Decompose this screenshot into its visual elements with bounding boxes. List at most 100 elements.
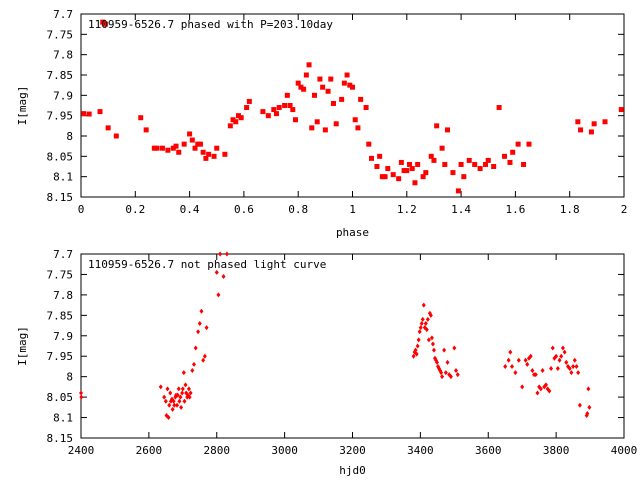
data-point <box>431 157 437 163</box>
data-point <box>533 372 538 378</box>
data-point <box>159 145 165 151</box>
data-point <box>195 141 201 147</box>
data-point <box>496 105 502 111</box>
data-point <box>311 92 317 98</box>
y-tick-label: 8 <box>66 130 73 143</box>
data-point <box>138 115 144 121</box>
data-point <box>513 370 518 376</box>
data-point <box>290 107 296 113</box>
data-point <box>420 316 425 322</box>
data-point <box>235 113 241 119</box>
data-point <box>301 86 307 92</box>
x-tick-label: 1 <box>349 203 356 216</box>
data-point <box>190 368 195 374</box>
data-point <box>168 390 173 396</box>
data-point <box>525 361 530 367</box>
data-point <box>396 176 402 182</box>
data-point <box>214 269 219 275</box>
data-point <box>179 404 184 410</box>
data-point <box>238 115 244 121</box>
x-tick-label: 3000 <box>271 444 298 457</box>
data-point <box>543 382 548 388</box>
data-point <box>265 113 271 119</box>
data-point <box>369 155 375 161</box>
data-point <box>417 329 422 335</box>
data-point <box>355 125 361 131</box>
data-point <box>97 109 103 115</box>
data-point <box>577 402 582 408</box>
x-tick-label: 0 <box>78 203 85 216</box>
data-point <box>385 166 391 172</box>
y-tick-label: 7.9 <box>53 89 73 102</box>
data-point <box>412 180 418 186</box>
data-point <box>192 145 198 151</box>
data-point <box>466 157 472 163</box>
data-point <box>203 155 209 161</box>
data-point <box>186 386 191 392</box>
data-point <box>521 161 527 167</box>
y-tick-label: 8.15 <box>47 191 74 204</box>
data-point <box>507 159 513 165</box>
data-point <box>211 153 217 159</box>
data-point <box>177 398 182 404</box>
data-point <box>430 341 435 347</box>
data-point <box>418 325 423 331</box>
data-point <box>344 72 350 78</box>
data-point <box>214 145 220 151</box>
data-point <box>374 164 380 169</box>
data-point <box>503 363 508 369</box>
data-point <box>377 153 383 159</box>
data-point <box>442 347 447 353</box>
data-point <box>358 96 364 102</box>
data-point <box>416 337 421 343</box>
data-point <box>557 357 562 363</box>
data-point <box>206 151 212 157</box>
data-point <box>303 72 309 78</box>
data-point <box>341 80 347 86</box>
data-point <box>178 394 183 400</box>
data-point <box>271 107 277 113</box>
x-axis-label: hjd0 <box>339 464 366 477</box>
data-point <box>472 161 478 167</box>
data-point <box>352 117 358 123</box>
data-point <box>86 111 92 117</box>
data-point <box>562 349 567 355</box>
data-point <box>216 292 221 298</box>
data-point <box>298 84 304 90</box>
y-tick-label: 7.7 <box>53 248 73 261</box>
data-point <box>260 109 266 115</box>
data-point <box>102 21 108 27</box>
data-point <box>421 302 426 308</box>
data-point <box>192 361 197 367</box>
data-point <box>221 273 226 279</box>
unphased-plot-panel: 2400 2600 2800 3000 3200 3400 3600 3800 4000 7.7 7… <box>16 248 637 477</box>
data-point <box>163 398 168 404</box>
data-point <box>187 131 193 137</box>
data-point <box>339 96 345 102</box>
data-point <box>428 153 434 159</box>
data-point <box>227 123 233 129</box>
data-point <box>222 151 228 157</box>
data-point <box>167 402 172 408</box>
x-tick-label: 2400 <box>68 444 95 457</box>
data-point <box>550 345 555 351</box>
data-point <box>415 161 421 167</box>
data-point <box>143 127 149 133</box>
data-point <box>411 353 416 359</box>
data-point <box>555 365 560 371</box>
data-point <box>455 188 461 194</box>
data-point <box>201 357 206 363</box>
data-point <box>183 382 188 388</box>
data-series <box>79 251 592 421</box>
data-point <box>491 164 497 169</box>
data-point <box>485 157 491 163</box>
data-point <box>314 119 320 125</box>
x-tick-label: 2 <box>621 203 628 216</box>
data-point <box>443 370 448 376</box>
data-point <box>320 84 326 90</box>
data-point <box>424 327 429 333</box>
data-point <box>506 357 511 363</box>
data-point <box>170 406 175 412</box>
data-point <box>165 386 170 392</box>
data-point <box>189 137 195 143</box>
